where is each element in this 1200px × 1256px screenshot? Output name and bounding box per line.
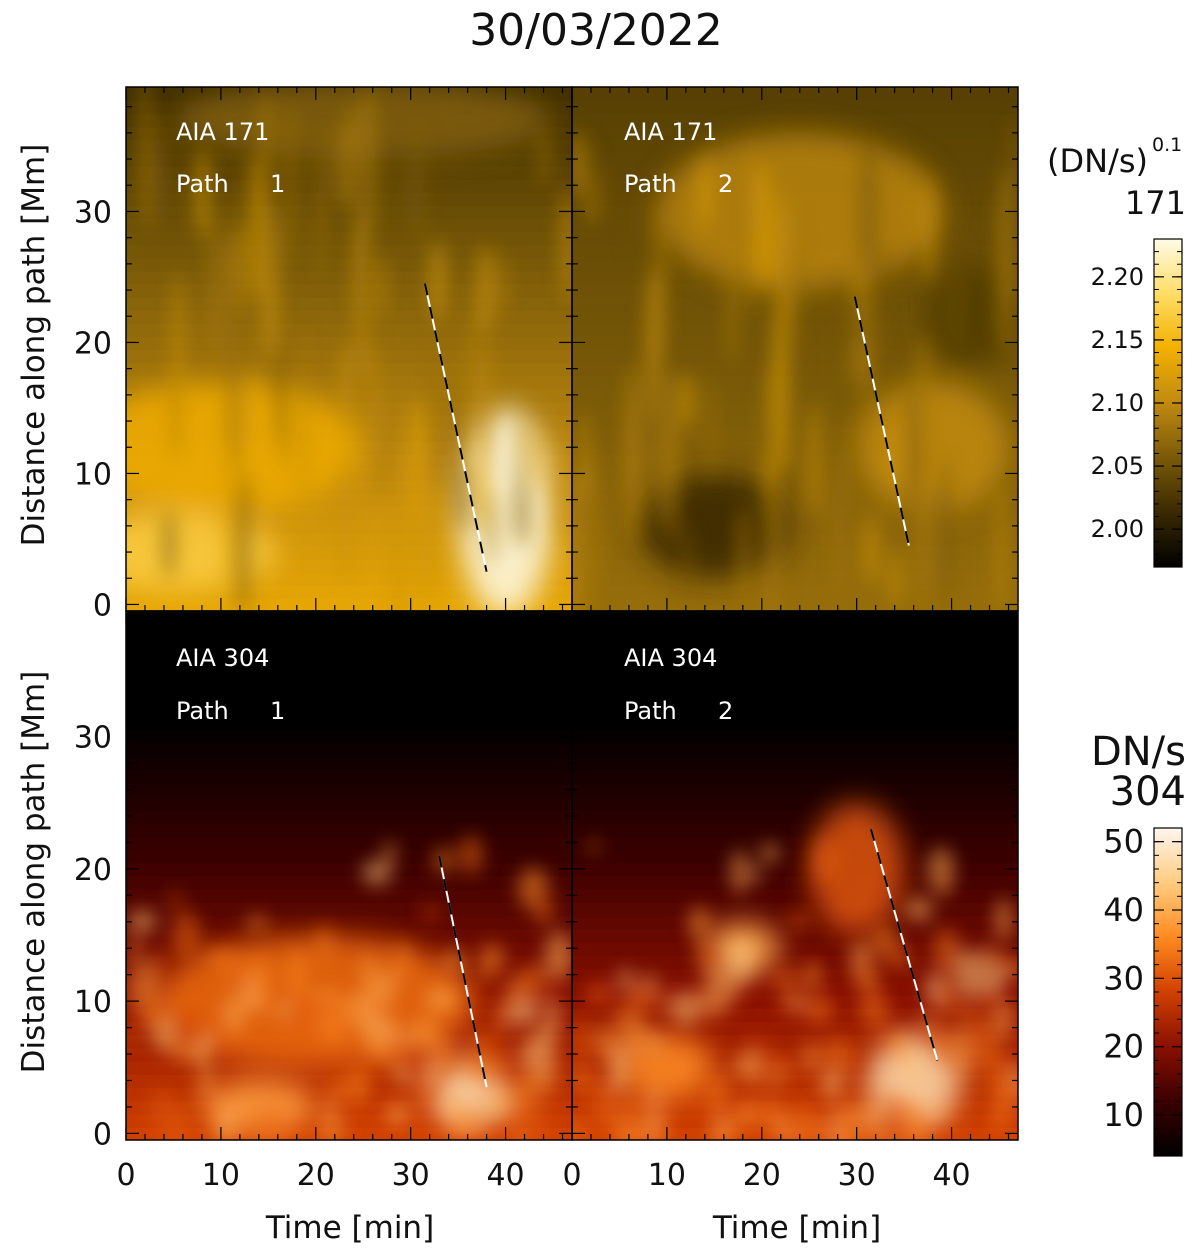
colorbar-tick-label: 20 (1103, 1028, 1144, 1066)
heatmap-panel-304-path2: AIA 304 Path 2 (572, 611, 1018, 1140)
colorbar-171-unit: (DN/s) (1047, 142, 1148, 180)
panel-channel-label: AIA 304 (624, 644, 717, 672)
colorbar-304: DN/s 304 10 20 30 40 50 (1091, 729, 1186, 1157)
colorbar-171-ticks: 2.00 2.05 2.10 2.15 2.20 (1091, 238, 1182, 568)
y-tick-label: 20 (74, 853, 112, 888)
track-line (869, 828, 939, 1061)
x-axis-title-left: Time [min] (265, 1210, 434, 1246)
panel-path-number: 2 (718, 170, 733, 198)
colorbar-tick-label: 2.10 (1091, 389, 1144, 417)
x-tick-label: 40 (932, 1158, 970, 1193)
colorbar-304-channel: 304 (1110, 769, 1186, 815)
x-tick-label: 40 (486, 1158, 524, 1193)
panel-path-word: Path (176, 697, 229, 725)
colorbar-304-ticks: 10 20 30 40 50 (1103, 823, 1182, 1157)
x-tick-label: 10 (648, 1158, 686, 1193)
panel-channel-label: AIA 304 (176, 644, 269, 672)
colorbar-tick-label: 30 (1103, 959, 1144, 997)
x-tick-label: 20 (297, 1158, 335, 1193)
y-tick-label: 30 (74, 195, 112, 230)
x-tick-label: 20 (743, 1158, 781, 1193)
colorbar-304-unit: DN/s (1091, 729, 1186, 775)
axes-layer: 0 10 20 30 0 10 20 30 0 10 20 30 40 0 10 20 30 40 (74, 86, 1019, 1193)
colorbar-tick-label: 50 (1103, 823, 1144, 861)
panel-path-number: 2 (718, 697, 733, 725)
heatmap-image (572, 611, 1018, 1140)
colorbar-171-channel: 171 (1125, 184, 1186, 222)
heatmap-image (126, 611, 572, 1140)
y-tick-label: 0 (93, 1117, 112, 1152)
y-tick-label: 10 (74, 985, 112, 1020)
colorbar-tick-label: 40 (1103, 891, 1144, 929)
x-tick-label: 30 (838, 1158, 876, 1193)
panel-path-number: 1 (270, 697, 285, 725)
x-tick-label: 0 (116, 1158, 135, 1193)
colorbar-tick-label: 2.15 (1091, 326, 1144, 354)
colorbar-171-exponent: 0.1 (1152, 134, 1182, 156)
x-tick-label: 30 (392, 1158, 430, 1193)
colorbar-tick-label: 2.05 (1091, 452, 1144, 480)
track-line (853, 296, 910, 546)
y-tick-label: 20 (74, 326, 112, 361)
panel-channel-label: AIA 171 (176, 118, 269, 146)
heatmap-panel-171-path1: AIA 171 Path 1 (126, 87, 572, 611)
x-axis-title-right: Time [min] (712, 1210, 881, 1246)
panel-path-word: Path (624, 170, 677, 198)
y-tick-label: 10 (74, 457, 112, 492)
heatmap-image (572, 87, 1018, 611)
heatmap-panel-304-path1: AIA 304 Path 1 (126, 611, 572, 1140)
colorbar-171: (DN/s) 0.1 171 2.00 2.05 2.10 2.15 2.20 (1047, 134, 1186, 568)
panel-channel-label: AIA 171 (624, 118, 717, 146)
colorbar-tick-label: 2.20 (1091, 263, 1144, 291)
figure-title: 30/03/2022 (469, 5, 723, 56)
y-tick-label: 0 (93, 588, 112, 623)
heatmap-panel-171-path2: AIA 171 Path 2 (572, 87, 1018, 611)
y-axis-title-bottom: Distance along path [Mm] (16, 671, 52, 1074)
colorbar-tick-label: 2.00 (1091, 515, 1144, 543)
y-axis-title-top: Distance along path [Mm] (16, 144, 52, 547)
x-tick-label: 0 (562, 1158, 581, 1193)
x-tick-label: 10 (202, 1158, 240, 1193)
panel-path-word: Path (176, 170, 229, 198)
track-line (438, 855, 488, 1088)
colorbar-tick-label: 10 (1103, 1096, 1144, 1134)
y-tick-label: 30 (74, 721, 112, 756)
panel-path-word: Path (624, 697, 677, 725)
panel-path-number: 1 (270, 170, 285, 198)
heatmap-image (126, 87, 572, 611)
track-line (423, 283, 488, 572)
